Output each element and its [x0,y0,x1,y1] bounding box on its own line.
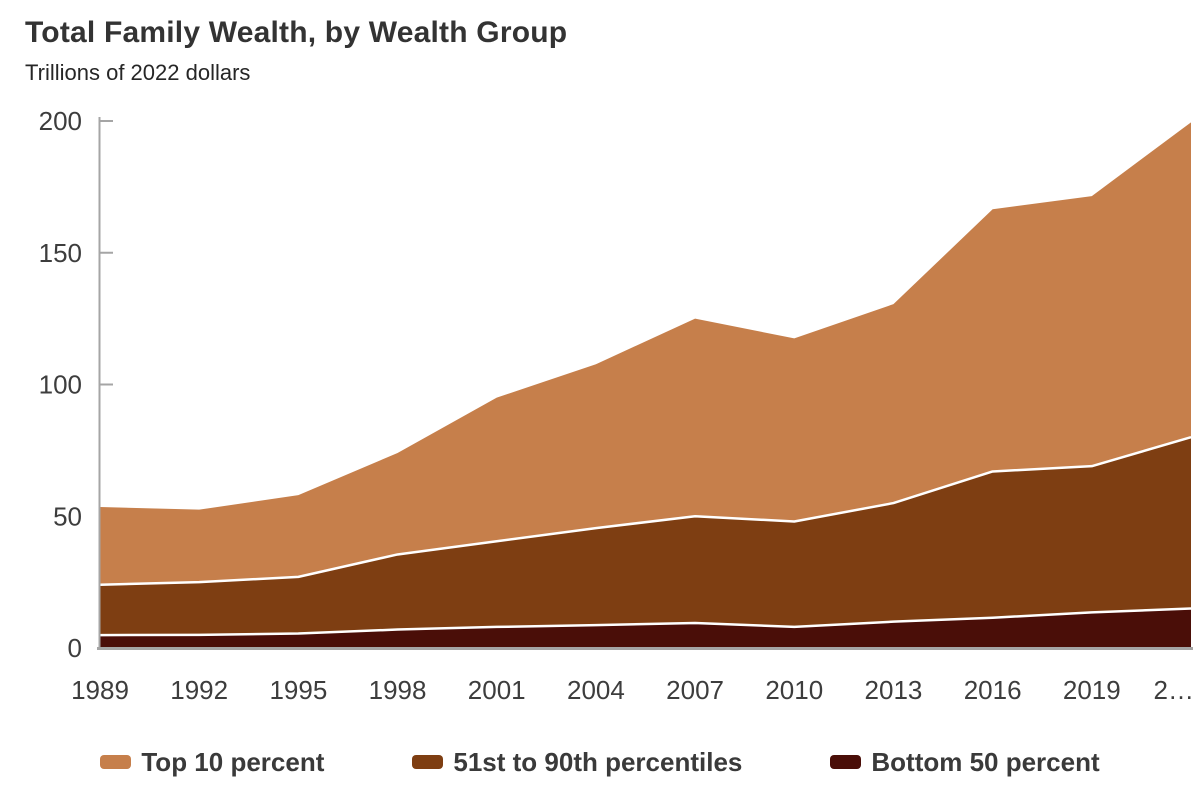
x-tick-label-2013: 2013 [865,675,923,705]
x-tick-label-2001: 2001 [468,675,526,705]
x-tick-label-2010: 2010 [765,675,823,705]
chart-title: Total Family Wealth, by Wealth Group [25,16,568,49]
x-tick-label-1998: 1998 [369,675,427,705]
legend-label-51st-90th-percentiles: 51st to 90th percentiles [453,746,743,777]
legend-item-bottom-50-percent: Bottom 50 percent [830,746,1100,778]
x-tick-label-1992: 1992 [170,675,228,705]
x-tick-label-2004: 2004 [567,675,625,705]
separator-line-bottom-50-percent [99,607,1192,637]
y-tick-label-200: 200 [39,106,82,136]
x-tick-label-1989: 1989 [71,675,129,705]
legend-swatch-top-10-percent [100,755,132,769]
y-tick-label-150: 150 [39,238,82,268]
area-51st-to-90th-percentiles [100,437,1191,636]
legend-label-bottom-50-percent: Bottom 50 percent [871,746,1100,777]
x-tick-label-2019: 2019 [1063,675,1121,705]
x-tick-label-1995: 1995 [269,675,327,705]
x-tick-label-2022: 2… [1154,675,1194,705]
y-tick-label-0: 0 [68,633,82,663]
y-tick-label-50: 50 [53,501,82,531]
area-bottom-50-percent [100,608,1191,648]
legend-swatch-bottom-50-percent [830,755,862,769]
x-tick-label-2007: 2007 [666,675,724,705]
separator-line-51st-to-90th-percentiles [99,436,1192,587]
chart-subtitle: Trillions of 2022 dollars [25,60,251,85]
legend-item-51st-90th-percentiles: 51st to 90th percentiles [412,747,742,778]
legend-label-top-10-percent: Top 10 percent [141,746,325,777]
x-tick-label-2016: 2016 [964,675,1022,705]
area-top-10-percent [100,122,1191,585]
legend: Top 10 percent 51st to 90th percentiles … [0,745,1200,779]
y-tick-label-100: 100 [39,370,82,400]
legend-item-top-10-percent: Top 10 percent [100,747,324,778]
legend-swatch-51st-90th-percentiles [412,755,444,769]
